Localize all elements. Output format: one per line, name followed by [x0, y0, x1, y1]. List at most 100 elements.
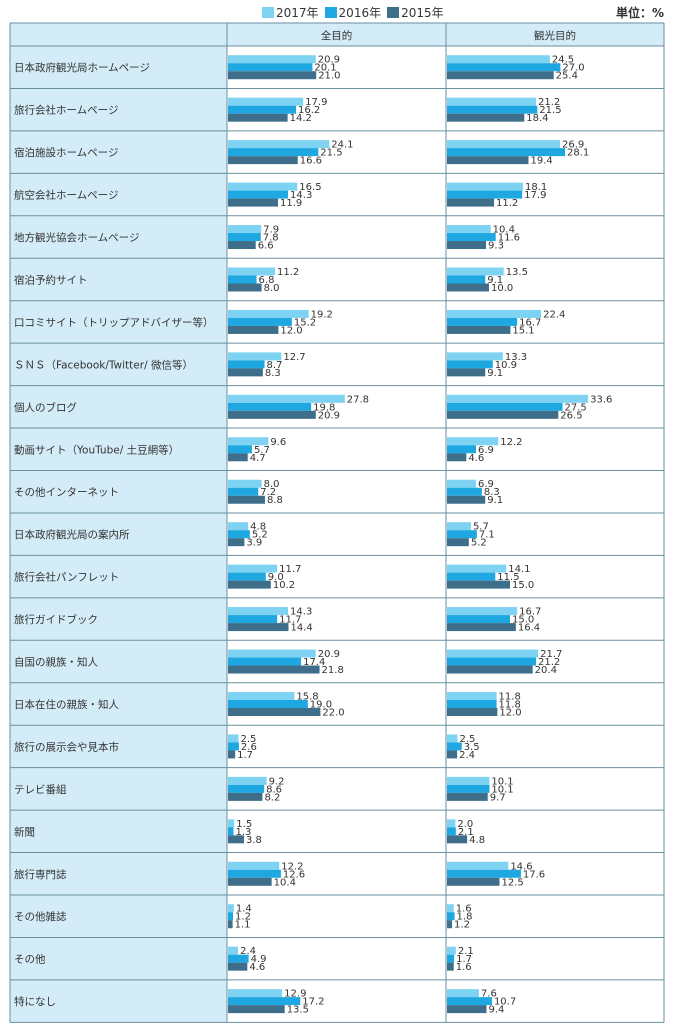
bar: [228, 71, 317, 80]
data-label: 10.1: [491, 776, 513, 787]
bar: [228, 495, 265, 504]
bar: [447, 742, 462, 751]
data-label: 2.6: [241, 742, 257, 753]
data-label: 17.9: [305, 97, 327, 108]
row-label: 動画サイト（YouTube/ 土豆網等）: [14, 443, 179, 456]
data-label: 18.1: [525, 182, 547, 193]
bar: [447, 699, 497, 708]
row-label: 旅行会社パンフレット: [14, 571, 119, 584]
bar: [228, 352, 282, 361]
bar: [447, 198, 495, 207]
data-label: 1.8: [457, 912, 473, 923]
data-label: 14.6: [510, 861, 532, 872]
bar: [228, 607, 289, 616]
data-label: 11.5: [497, 572, 519, 583]
bar: [228, 691, 295, 700]
bar: [228, 657, 302, 666]
data-label: 7.1: [479, 530, 495, 541]
data-label: 22.0: [322, 707, 344, 718]
bar: [447, 275, 486, 284]
data-label: 13.5: [506, 267, 528, 278]
legend-item-2015: 2015年: [387, 4, 444, 21]
row-label: その他雑誌: [14, 910, 67, 923]
data-label: 2.5: [241, 734, 257, 745]
data-label: 8.6: [266, 784, 282, 795]
bar: [228, 198, 278, 207]
data-label: 7.2: [260, 487, 276, 498]
bar: [228, 325, 279, 334]
data-label: 4.8: [250, 522, 266, 533]
bar: [228, 530, 250, 539]
bar: [447, 819, 456, 828]
bar: [447, 283, 489, 292]
bar: [228, 283, 262, 292]
bar: [228, 742, 239, 751]
row-label: 日本政府観光局ホームページ: [14, 61, 150, 74]
bar: [447, 946, 456, 955]
data-label: 12.9: [284, 989, 306, 1000]
data-label: 6.9: [478, 445, 494, 456]
row-label: 宿泊予約サイト: [14, 273, 88, 286]
data-label: 14.4: [290, 623, 312, 634]
row-label: その他: [14, 953, 46, 966]
bar: [228, 63, 313, 72]
bar: [228, 750, 236, 759]
data-label: 27.5: [565, 402, 587, 413]
bar: [447, 734, 458, 743]
data-label: 5.7: [254, 445, 270, 456]
bar: [447, 55, 550, 64]
data-label: 9.4: [488, 1005, 504, 1016]
legend-item-2016: 2016年: [324, 4, 381, 21]
bar: [447, 869, 521, 878]
legend-swatch-2015: [387, 6, 400, 18]
bar: [447, 309, 542, 318]
bar: [447, 607, 518, 616]
legend-swatch-2017: [262, 6, 274, 18]
row-label: 自国の親族・知人: [14, 656, 98, 669]
bar: [447, 962, 454, 971]
data-label: 2.1: [458, 827, 474, 838]
legend-label-2015: 2015年: [401, 5, 444, 20]
data-label: 8.0: [264, 283, 280, 294]
bar: [447, 657, 537, 666]
unit-label: 単位：%: [615, 6, 664, 20]
bar: [447, 784, 490, 793]
column-header: 観光目的: [534, 29, 576, 42]
bar: [447, 904, 454, 913]
bar: [447, 665, 533, 674]
bar: [228, 140, 330, 149]
bar: [228, 394, 345, 403]
bar: [228, 869, 281, 878]
data-label: 1.6: [456, 962, 472, 973]
row-label: 旅行の展示会や見本市: [14, 740, 119, 753]
bar: [228, 97, 304, 106]
bar: [447, 225, 491, 234]
bar: [447, 241, 487, 250]
row-label: 個人のブログ: [14, 401, 77, 414]
bar: [447, 402, 563, 411]
bar: [228, 707, 321, 716]
bar: [228, 368, 263, 377]
data-label: 20.9: [318, 649, 340, 660]
bar: [447, 63, 561, 72]
data-label: 8.3: [265, 368, 281, 379]
row-label: 新聞: [14, 825, 35, 838]
data-label: 1.5: [236, 819, 252, 830]
data-label: 3.8: [246, 835, 262, 846]
bar: [447, 649, 539, 658]
bar: [228, 225, 262, 234]
bar: [228, 827, 234, 836]
data-label: 26.5: [560, 410, 582, 421]
bar: [228, 734, 239, 743]
bar: [447, 487, 482, 496]
data-label: 5.2: [471, 538, 487, 549]
data-label: 14.1: [508, 564, 530, 575]
data-label: 14.3: [290, 607, 312, 618]
bar: [447, 325, 511, 334]
data-label: 8.3: [484, 487, 500, 498]
data-label: 9.7: [490, 792, 506, 803]
data-label: 6.8: [259, 275, 275, 286]
row-label: 航空会社ホームページ: [14, 189, 118, 202]
row-label: 宿泊施設ホームページ: [14, 146, 118, 159]
